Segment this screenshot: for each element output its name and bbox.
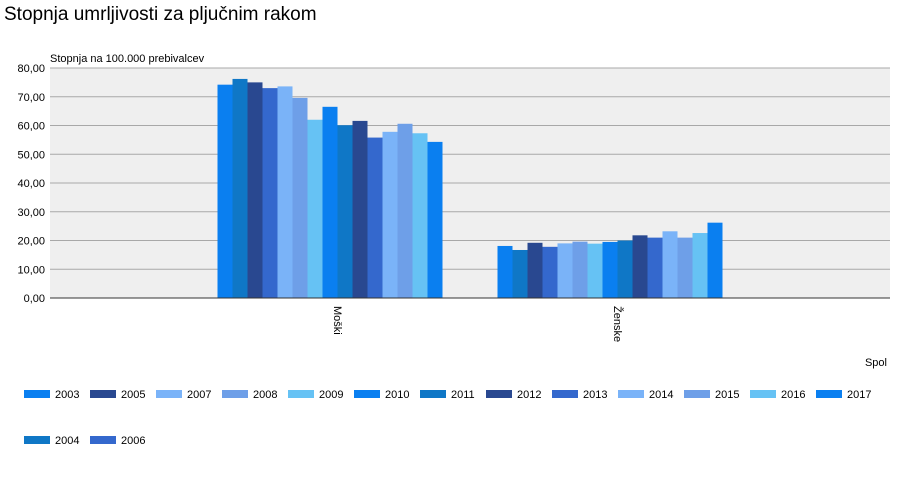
legend-label: 2006 — [121, 435, 145, 447]
bar-2005-1 — [527, 242, 543, 298]
legend-swatch — [90, 390, 116, 398]
legend-label: 2008 — [253, 389, 277, 401]
bar-2016-1 — [692, 233, 708, 298]
legend-item-2013: 2013 — [552, 389, 607, 401]
y-tick-label: 40,00 — [17, 178, 45, 190]
x-tick-labels: Moški Ženske — [331, 306, 624, 342]
bar-2013-0 — [367, 137, 383, 298]
bar-2011-1 — [617, 240, 633, 298]
legend-swatch — [816, 390, 842, 398]
bar-2006-1 — [542, 246, 558, 298]
legend-swatch — [222, 390, 248, 398]
legend-item-2016: 2016 — [750, 389, 805, 401]
legend-label: 2015 — [715, 389, 739, 401]
bar-2009-1 — [587, 243, 603, 298]
x-tick-label: Moški — [331, 306, 343, 335]
bar-2008-1 — [572, 241, 588, 298]
legend-swatch — [90, 436, 116, 444]
bar-2007-0 — [277, 86, 293, 299]
chart-title: Stopnja umrljivosti za pljučnim rakom — [4, 4, 317, 25]
legend-item-2017: 2017 — [816, 389, 871, 401]
legend-label: 2005 — [121, 389, 145, 401]
y-tick-labels: 0,00 10,00 20,00 30,00 40,00 50,00 60,00 70,00 8… — [17, 63, 45, 305]
legend-label: 2014 — [649, 389, 673, 401]
bar-2010-0 — [322, 106, 338, 298]
legend-swatch — [420, 390, 446, 398]
legend-swatch — [486, 390, 512, 398]
legend-label: 2004 — [55, 435, 79, 447]
legend-label: 2016 — [781, 389, 805, 401]
legend-label: 2013 — [583, 389, 607, 401]
legend-label: 2017 — [847, 389, 871, 401]
y-tick-label: 70,00 — [17, 92, 45, 104]
bar-2012-0 — [352, 120, 368, 299]
bar-2007-1 — [557, 243, 573, 298]
legend-swatch — [552, 390, 578, 398]
legend-item-2008: 2008 — [222, 389, 277, 401]
legend-swatch — [618, 390, 644, 398]
y-tick-label: 50,00 — [17, 149, 45, 161]
gridlines — [50, 67, 890, 270]
legend-item-2010: 2010 — [354, 389, 409, 401]
bar-2004-1 — [512, 249, 528, 298]
legend-item-2012: 2012 — [486, 389, 541, 401]
legend-label: 2003 — [55, 389, 79, 401]
legend-item-2015: 2015 — [684, 389, 739, 401]
bar-2015-0 — [397, 123, 413, 299]
bar-2014-1 — [662, 231, 678, 298]
bar-2014-0 — [382, 131, 398, 298]
legend-item-2004: 2004 — [24, 435, 79, 447]
legend-item-2006: 2006 — [90, 435, 145, 447]
bars — [217, 78, 723, 299]
legend-swatch — [750, 390, 776, 398]
y-tick-label: 30,00 — [17, 207, 45, 219]
y-tick-label: 60,00 — [17, 121, 45, 133]
bar-2010-1 — [602, 241, 618, 298]
y-tick-label: 10,00 — [17, 264, 45, 276]
legend-label: 2009 — [319, 389, 343, 401]
legend-label: 2011 — [451, 389, 475, 401]
legend-swatch — [354, 390, 380, 398]
legend-item-2003: 2003 — [24, 389, 79, 401]
legend-swatch — [288, 390, 314, 398]
legend-label: 2012 — [517, 389, 541, 401]
y-tick-label: 20,00 — [17, 236, 45, 248]
legend: 2003 2005 2007 2008 2009 2010 2011 2012 2013 2014… — [24, 389, 871, 447]
bar-2013-1 — [647, 237, 663, 298]
bar-2017-1 — [707, 222, 723, 298]
x-axis-label: Spol — [865, 357, 887, 369]
bar-2006-0 — [262, 88, 278, 298]
bar-2017-0 — [427, 141, 443, 298]
bar-2008-0 — [292, 97, 308, 299]
bar-2009-0 — [307, 119, 323, 298]
bar-2005-0 — [247, 82, 263, 298]
x-tick-label: Ženske — [611, 306, 624, 342]
legend-item-2005: 2005 — [90, 389, 145, 401]
bar-2015-1 — [677, 237, 693, 298]
y-tick-label: 0,00 — [24, 293, 45, 305]
legend-swatch — [684, 390, 710, 398]
legend-item-2014: 2014 — [618, 389, 673, 401]
legend-item-2009: 2009 — [288, 389, 343, 401]
y-tick-label: 80,00 — [17, 63, 45, 75]
bar-2011-0 — [337, 125, 353, 299]
legend-item-2011: 2011 — [420, 389, 475, 401]
legend-swatch — [24, 390, 50, 398]
bar-2003-0 — [217, 84, 233, 298]
legend-item-2007: 2007 — [156, 389, 211, 401]
legend-label: 2007 — [187, 389, 211, 401]
bar-2004-0 — [232, 78, 248, 298]
legend-label: 2010 — [385, 389, 409, 401]
bar-2003-1 — [497, 245, 513, 298]
bar-2016-0 — [412, 133, 428, 298]
legend-swatch — [24, 436, 50, 444]
legend-swatch — [156, 390, 182, 398]
y-axis-label: Stopnja na 100.000 prebivalcev — [50, 53, 205, 65]
bar-2012-1 — [632, 235, 648, 298]
